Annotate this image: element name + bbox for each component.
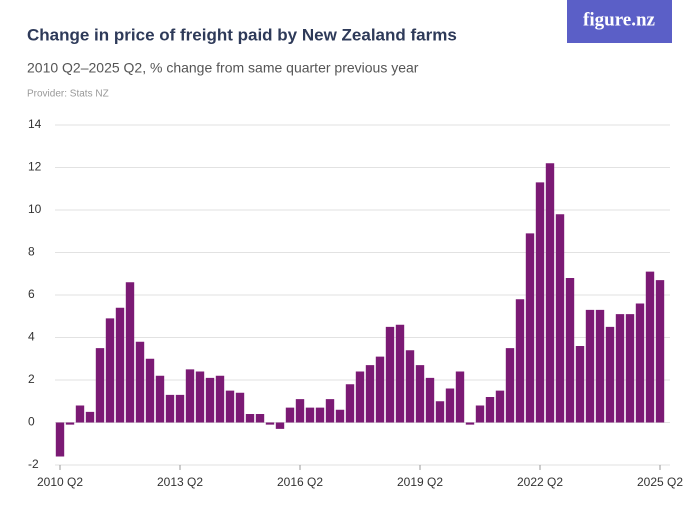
bar (315, 407, 325, 423)
x-tick-label: 2010 Q2 (37, 475, 83, 489)
bar (545, 163, 555, 423)
x-tick-label: 2013 Q2 (157, 475, 203, 489)
bar (515, 299, 525, 423)
bar (445, 388, 455, 423)
bar (215, 375, 225, 423)
y-tick-label: 6 (28, 287, 35, 301)
bar (425, 377, 435, 423)
bar (225, 390, 235, 423)
bar (55, 422, 65, 457)
bar (635, 303, 645, 423)
y-tick-label: -2 (28, 457, 39, 471)
bar (465, 422, 475, 425)
bar (325, 399, 335, 423)
bar (435, 401, 445, 423)
bar (105, 318, 115, 423)
x-tick-label: 2022 Q2 (517, 475, 563, 489)
y-tick-label: 0 (28, 415, 35, 429)
y-tick-label: 8 (28, 245, 35, 259)
bar (525, 233, 535, 423)
bar (555, 214, 565, 423)
bar (505, 348, 515, 423)
y-tick-label: 12 (28, 160, 42, 174)
bar (195, 371, 205, 423)
bar (455, 371, 465, 423)
bar (335, 409, 345, 423)
x-tick-label: 2025 Q2 (637, 475, 683, 489)
bar (405, 350, 415, 423)
x-tick-label: 2019 Q2 (397, 475, 443, 489)
bar (255, 414, 265, 423)
bar (345, 384, 355, 423)
bar (625, 314, 635, 423)
bar (115, 307, 125, 423)
bar (495, 390, 505, 423)
bar (355, 371, 365, 423)
bar (535, 182, 545, 423)
bar (655, 280, 665, 423)
y-tick-label: 10 (28, 202, 42, 216)
bar (245, 414, 255, 423)
chart-subtitle: 2010 Q2–2025 Q2, % change from same quar… (27, 60, 419, 76)
bar (365, 365, 375, 423)
bar (485, 397, 495, 423)
y-tick-label: 4 (28, 330, 35, 344)
bar (295, 399, 305, 423)
bar (185, 369, 195, 423)
bar (645, 271, 655, 423)
bar (145, 358, 155, 423)
bar (385, 326, 395, 423)
bar (75, 405, 85, 423)
chart-title: Change in price of freight paid by New Z… (27, 25, 457, 44)
bar (165, 394, 175, 423)
bar (135, 341, 145, 423)
bar (85, 411, 95, 423)
bar (595, 309, 605, 423)
bar (585, 309, 595, 423)
bar (155, 375, 165, 423)
bar (275, 422, 285, 429)
bar (605, 326, 615, 423)
bar (615, 314, 625, 423)
bar (415, 365, 425, 423)
x-tick-label: 2016 Q2 (277, 475, 323, 489)
bar (175, 394, 185, 423)
bar (285, 407, 295, 423)
bar (395, 324, 405, 423)
logo: figure.nz (583, 9, 656, 30)
bar (305, 407, 315, 423)
bar (95, 348, 105, 423)
bar (125, 282, 135, 423)
bar (565, 278, 575, 423)
y-tick-label: 14 (28, 117, 42, 131)
bar (65, 422, 75, 425)
bar (235, 392, 245, 423)
y-tick-label: 2 (28, 372, 35, 386)
bar (475, 405, 485, 423)
bar (265, 422, 275, 425)
provider: Provider: Stats NZ (27, 89, 109, 100)
bar (205, 377, 215, 423)
bar (575, 346, 585, 423)
bar (375, 356, 385, 423)
logo-box (567, 0, 672, 43)
